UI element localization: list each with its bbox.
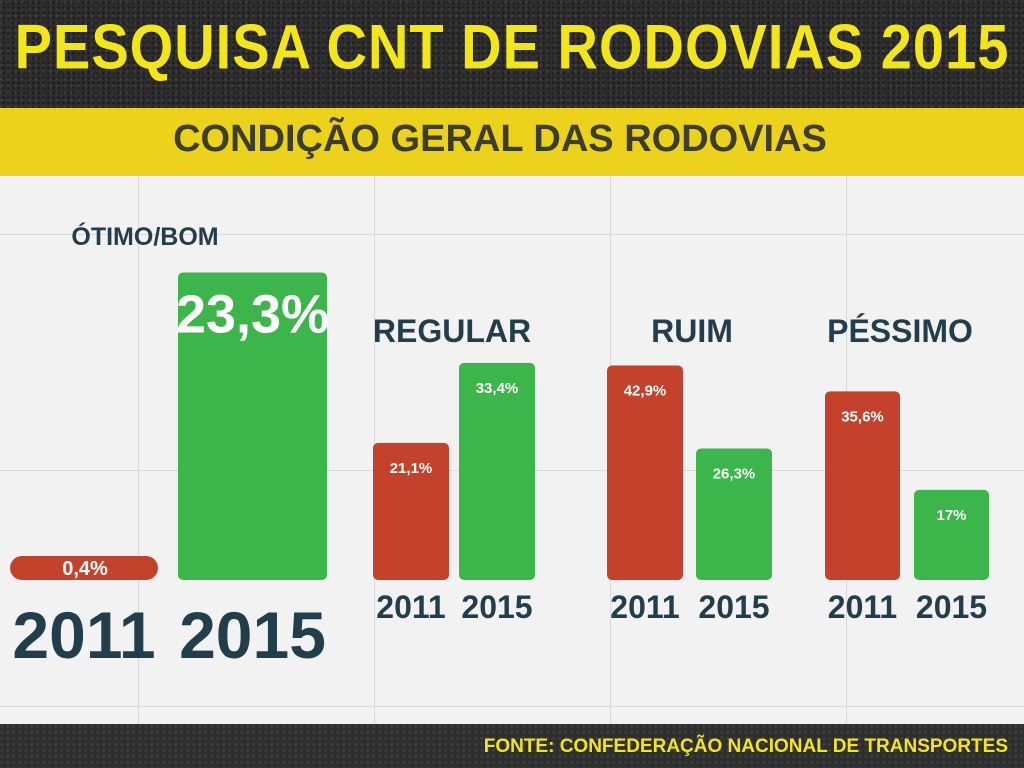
category-label: RUIM — [651, 313, 733, 349]
data-label: 17% — [936, 507, 966, 524]
data-label: 42,9% — [624, 383, 667, 400]
data-label: 0,4% — [62, 558, 108, 580]
bar-2011 — [607, 365, 683, 580]
bar-2015 — [459, 362, 535, 580]
year-label: 2011 — [12, 598, 155, 672]
year-label: 2015 — [461, 589, 532, 625]
category-label: REGULAR — [373, 313, 531, 349]
bar-2015 — [914, 489, 989, 580]
year-label: 2015 — [916, 589, 987, 625]
subtitle-band — [0, 108, 1024, 176]
asphalt-header-background — [0, 0, 1024, 108]
data-label: 21,1% — [390, 460, 433, 477]
data-label: 26,3% — [713, 466, 756, 483]
bar-2011 — [10, 556, 158, 580]
category-label: PÉSSIMO — [827, 313, 973, 349]
chart-subtitle: CONDIÇÃO GERAL DAS RODOVIAS — [173, 118, 827, 160]
source-note: FONTE: CONFEDERAÇÃO NACIONAL DE TRANSPOR… — [483, 736, 1008, 757]
bar-2015 — [178, 272, 327, 580]
category-label: ÓTIMO/BOM — [71, 221, 218, 251]
year-label: 2015 — [179, 598, 326, 672]
page-title: PESQUISA CNT DE RODOVIAS 2015 — [14, 11, 1010, 82]
year-label: 2011 — [376, 589, 445, 625]
bar-2015 — [696, 448, 772, 580]
year-label: 2015 — [698, 589, 769, 625]
year-label: 2011 — [610, 589, 679, 625]
bar-2011 — [373, 442, 449, 580]
year-label: 2011 — [828, 589, 897, 625]
asphalt-footer-background — [0, 724, 1024, 768]
data-label: 35,6% — [841, 408, 884, 425]
data-label: 23,3% — [176, 284, 329, 344]
bar-2011 — [825, 391, 900, 580]
data-label: 33,4% — [476, 380, 519, 397]
